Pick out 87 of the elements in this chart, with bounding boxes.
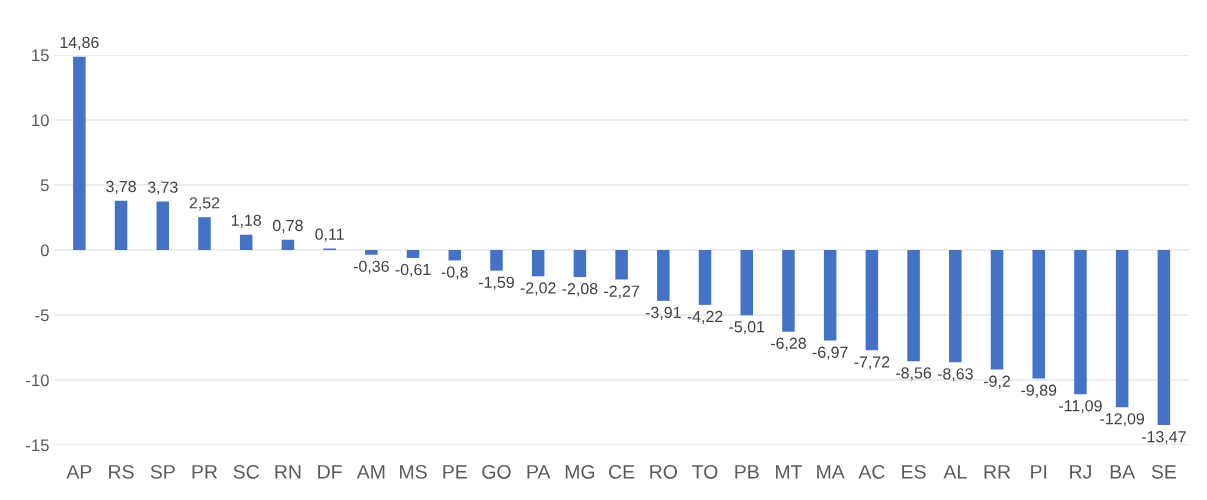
y-tick-label: -10 <box>26 374 49 387</box>
data-label: 1,18 <box>231 214 262 228</box>
data-label: -9,2 <box>983 375 1010 389</box>
bar <box>823 250 837 341</box>
bar <box>239 234 253 250</box>
data-label: -7,72 <box>854 356 890 370</box>
x-tick-label: RR <box>984 465 1011 479</box>
x-tick-label: TO <box>692 464 718 479</box>
bar <box>114 200 128 250</box>
x-tick-label: ES <box>902 464 926 479</box>
y-tick-label: 0 <box>40 244 49 257</box>
data-label: -5,01 <box>729 321 765 335</box>
data-label: -2,08 <box>562 283 598 297</box>
x-tick-label: SC <box>233 464 259 479</box>
x-tick-label: MA <box>817 465 845 479</box>
bar <box>531 250 545 277</box>
x-tick-label: CE <box>609 464 635 479</box>
data-label: -2,27 <box>604 285 640 299</box>
data-label: -0,36 <box>353 260 389 274</box>
x-tick-label: PB <box>735 465 759 479</box>
bar <box>782 250 795 332</box>
x-tick-label: GO <box>482 464 511 479</box>
x-tick-label: MT <box>776 465 803 479</box>
x-tick-label: RO <box>650 464 677 479</box>
bar <box>657 250 670 301</box>
data-label: 2,52 <box>189 197 220 211</box>
bar <box>740 250 753 316</box>
y-tick-label: -5 <box>35 309 49 322</box>
data-label: -12,09 <box>1100 413 1145 427</box>
x-tick-label: DF <box>318 465 342 479</box>
data-label: -8,56 <box>896 367 932 381</box>
bar <box>406 250 420 258</box>
bar <box>865 250 879 351</box>
y-tick-label: 15 <box>32 49 49 62</box>
x-tick-label: RN <box>275 465 301 479</box>
bar <box>1157 250 1171 426</box>
data-label: 0,78 <box>272 219 303 234</box>
x-tick-label: AL <box>943 465 967 479</box>
data-label: 0,11 <box>315 228 344 242</box>
bar <box>490 250 503 271</box>
bar <box>73 56 86 250</box>
data-label: -6,97 <box>812 346 848 360</box>
bar <box>573 250 587 278</box>
data-label: 3,73 <box>147 181 178 195</box>
data-label: -1,59 <box>478 276 514 290</box>
data-label: -4,22 <box>687 310 723 325</box>
bar <box>156 201 170 250</box>
bar <box>1115 250 1129 408</box>
data-label: -3,91 <box>645 306 681 320</box>
data-label: 3,78 <box>106 180 136 195</box>
bar <box>198 217 211 250</box>
x-tick-label: RS <box>109 464 134 479</box>
y-tick-label: 10 <box>32 114 49 127</box>
x-tick-label: PI <box>1031 465 1047 479</box>
data-label: -8,63 <box>937 368 973 382</box>
x-tick-label: AC <box>858 464 885 479</box>
x-tick-label: SP <box>150 464 175 479</box>
bar <box>907 250 920 362</box>
bar <box>990 250 1004 370</box>
data-label: -0,8 <box>441 266 468 280</box>
x-tick-label: PE <box>443 465 467 479</box>
x-tick-label: AP <box>66 465 92 479</box>
bar <box>1032 250 1045 379</box>
bar <box>698 250 712 305</box>
bar <box>615 250 628 280</box>
data-label: 14,86 <box>60 36 99 50</box>
bar <box>1074 250 1087 395</box>
y-tick-label: 5 <box>40 179 49 192</box>
data-label: -6,28 <box>770 337 806 351</box>
x-tick-label: PA <box>527 465 551 479</box>
bar <box>949 250 962 363</box>
bar <box>448 250 462 261</box>
data-label: -13,47 <box>1141 431 1186 445</box>
x-tick-label: MS <box>400 464 427 479</box>
data-label: -9,89 <box>1021 384 1057 398</box>
x-tick-label: RJ <box>1070 465 1091 479</box>
data-label: -2,02 <box>520 282 556 296</box>
y-tick-label: -15 <box>26 439 49 452</box>
x-tick-label: BA <box>1110 465 1136 479</box>
x-tick-label: AM <box>356 465 385 479</box>
data-label: -11,09 <box>1059 400 1102 414</box>
x-tick-label: PR <box>192 465 218 479</box>
data-label: -0,61 <box>395 263 431 278</box>
bar <box>281 239 295 250</box>
x-tick-label: MG <box>565 464 595 479</box>
bar <box>365 250 378 255</box>
x-tick-label: SE <box>1151 464 1176 479</box>
